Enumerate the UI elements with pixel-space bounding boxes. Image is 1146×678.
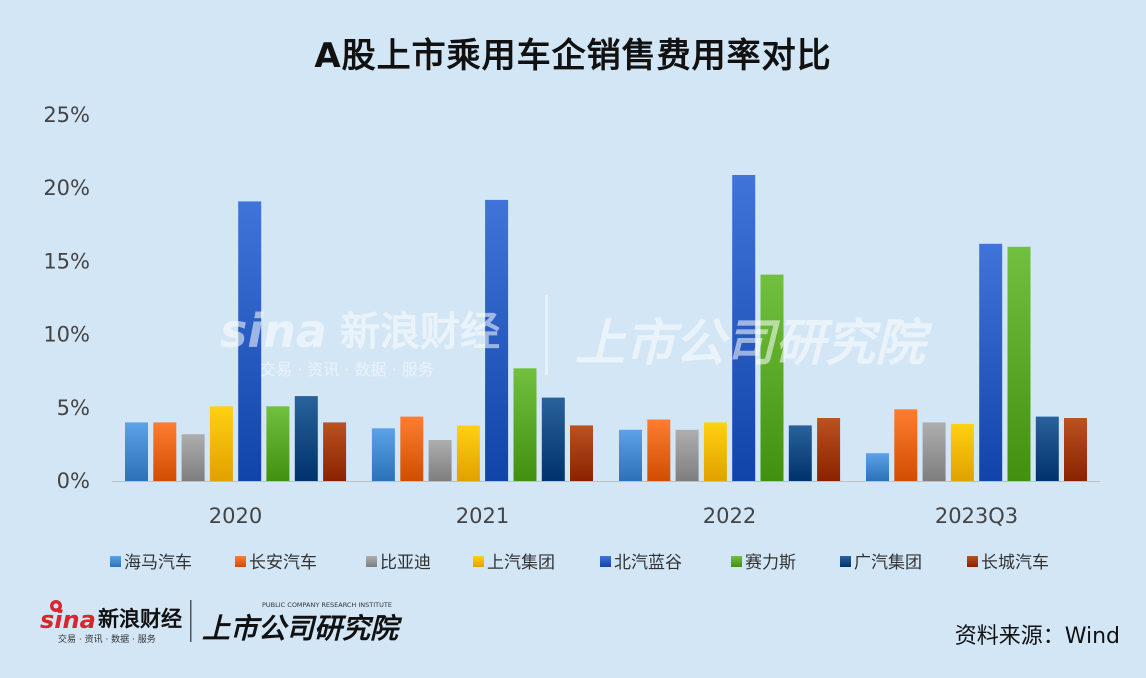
x-axis: 2020 2021 2022 2023Q3 (112, 481, 1100, 528)
bars (125, 175, 1087, 481)
y-tick-label: 0% (57, 469, 90, 493)
x-tick-label: 2021 (456, 504, 509, 528)
y-tick-label: 5% (57, 396, 90, 420)
bar (703, 422, 727, 481)
bar (323, 422, 347, 481)
y-tick-label: 20% (43, 176, 90, 200)
y-tick-label: 25% (43, 103, 90, 127)
bar (866, 453, 889, 481)
y-tick-label: 10% (43, 323, 90, 347)
legend-swatch (600, 556, 611, 567)
bar (371, 428, 395, 481)
institute-en-text: PUBLIC COMPANY RESEARCH INSTITUTE (262, 601, 392, 609)
legend-label: 海马汽车 (124, 553, 192, 573)
bar (238, 201, 262, 481)
institute-text: 上市公司研究院 (202, 612, 403, 645)
bar (428, 440, 452, 481)
sina-finance-logo: sina 新浪财经 交易 · 资讯 · 数据 · 服务 PUBLIC COMPA… (40, 600, 403, 645)
y-tick-label: 15% (43, 249, 90, 273)
legend-label: 上汽集团 (487, 553, 555, 573)
bar (675, 429, 699, 481)
bar (950, 423, 974, 481)
y-axis: 0% 5% 10% 15% 20% 25% (43, 103, 90, 493)
tagline-text: 交易 · 资讯 · 数据 · 服务 (58, 633, 156, 645)
bar (266, 406, 290, 481)
bar (979, 243, 1003, 481)
sina-text: sina (40, 606, 96, 634)
x-tick-label: 2020 (209, 504, 262, 528)
x-tick-label: 2023Q3 (935, 504, 1018, 528)
bar (894, 409, 918, 481)
bar (1035, 416, 1059, 481)
bar (788, 425, 812, 481)
bar (485, 199, 509, 481)
bar (125, 422, 148, 481)
source-note: 资料来源：Wind (954, 624, 1120, 649)
legend: 海马汽车 长安汽车 比亚迪 上汽集团 北汽蓝谷 赛力斯 广汽集团 长城汽车 (110, 552, 1049, 573)
bar (181, 434, 205, 481)
bar (400, 416, 424, 481)
bar (570, 425, 593, 481)
x-tick-label: 2022 (703, 504, 756, 528)
bar (732, 175, 756, 481)
legend-swatch (840, 556, 851, 567)
bar (619, 429, 642, 481)
legend-label: 北汽蓝谷 (614, 553, 682, 573)
legend-label: 长城汽车 (981, 553, 1049, 573)
legend-swatch (235, 556, 246, 567)
legend-label: 赛力斯 (745, 552, 796, 573)
bar (541, 397, 565, 481)
bar (153, 422, 177, 481)
bar (209, 406, 233, 481)
legend-swatch (731, 556, 742, 567)
bar (817, 418, 841, 481)
legend-label: 长安汽车 (249, 553, 317, 573)
brand-text: 新浪财经 (98, 607, 182, 631)
bar (1064, 418, 1087, 481)
sina-eye-icon (50, 600, 62, 612)
chart-title: A股上市乘用车企销售费用率对比 (314, 36, 832, 76)
legend-swatch (473, 556, 484, 567)
legend-label: 比亚迪 (380, 553, 431, 573)
legend-swatch (366, 556, 377, 567)
legend-swatch (967, 556, 978, 567)
bar (760, 274, 784, 481)
bar (456, 425, 480, 481)
logo-divider (190, 600, 192, 642)
bar (1007, 246, 1031, 481)
legend-label: 广汽集团 (854, 553, 922, 573)
bar (513, 368, 537, 481)
bar (647, 419, 671, 481)
legend-swatch (110, 556, 121, 567)
bar (922, 422, 946, 481)
bar (294, 396, 318, 481)
